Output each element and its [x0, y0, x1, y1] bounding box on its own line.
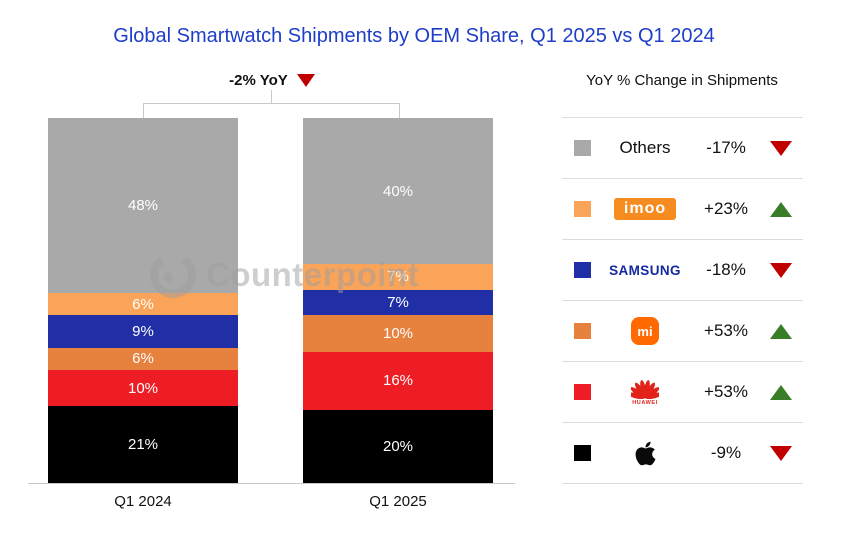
samsung-swatch	[574, 262, 591, 278]
bracket-left-tick	[143, 104, 144, 118]
segment-value-label: 9%	[132, 323, 154, 340]
bar-segment-huawei-q1-2025: 16%	[303, 351, 493, 410]
bar-segment-samsung-q1-2025: 7%	[303, 289, 493, 316]
chart-title: Global Smartwatch Shipments by OEM Share…	[113, 25, 715, 47]
bar-segment-samsung-q1-2024: 9%	[48, 315, 238, 348]
segment-value-label: 6%	[132, 295, 154, 313]
x-axis-line	[28, 483, 515, 484]
legend-row-samsung: SAMSUNG -18%	[562, 240, 803, 301]
legend-row-imoo: imoo +23%	[562, 179, 803, 240]
segment-value-label: 10%	[382, 324, 414, 342]
others-change-value: -17%	[706, 138, 746, 157]
segment-value-label: 7%	[387, 293, 409, 311]
xiaomi-change-value: +53%	[704, 321, 748, 340]
samsung-down-triangle-icon	[769, 262, 792, 278]
samsung-change-value: -18%	[706, 260, 746, 279]
total-yoy-annotation: -2% YoY	[142, 72, 402, 89]
segment-value-label: 40%	[382, 182, 414, 200]
others-down-triangle-icon	[769, 140, 792, 156]
xiaomi-up-triangle-icon	[769, 323, 792, 339]
apple-logo-icon	[635, 441, 655, 465]
legend-row-xiaomi: mi +53%	[562, 301, 803, 362]
apple-swatch	[574, 445, 591, 461]
total-yoy-text: -2% YoY	[229, 72, 288, 89]
segment-value-label: 16%	[382, 372, 414, 390]
bar-segment-others-q1-2024: 48%	[48, 118, 238, 294]
huawei-swatch	[574, 384, 591, 400]
samsung-logo: SAMSUNG	[609, 262, 681, 278]
category-label-q1-2025: Q1 2025	[369, 493, 427, 510]
legend-row-others: Others -17%	[562, 118, 803, 179]
category-label-q1-2024: Q1 2024	[114, 493, 172, 510]
imoo-swatch	[574, 201, 591, 217]
imoo-logo: imoo	[614, 198, 676, 220]
bar-segment-apple-q1-2025: 20%	[303, 409, 493, 483]
bar-segment-xiaomi-q1-2025: 10%	[303, 315, 493, 352]
legend-panel: Others -17% imoo +23% SAMSUNG -18% mi +5…	[562, 117, 803, 484]
segment-value-label: 48%	[127, 197, 159, 215]
bar-q1-2025: 40% 7% 7% 10% 16% 20%	[303, 118, 493, 483]
legend-row-huawei: HUAWEI +53%	[562, 362, 803, 423]
imoo-up-triangle-icon	[769, 201, 792, 217]
segment-value-label: 10%	[127, 379, 159, 397]
apple-change-value: -9%	[710, 443, 742, 462]
segment-value-label: 7%	[387, 268, 409, 286]
bar-segment-huawei-q1-2024: 10%	[48, 369, 238, 407]
bar-segment-imoo-q1-2024: 6%	[48, 293, 238, 316]
bar-segment-others-q1-2025: 40%	[303, 118, 493, 264]
segment-value-label: 21%	[127, 436, 159, 454]
xiaomi-swatch	[574, 323, 591, 339]
xiaomi-logo: mi	[631, 317, 659, 345]
imoo-change-value: +23%	[704, 199, 748, 218]
apple-down-triangle-icon	[769, 445, 792, 461]
bracket-stem-line	[271, 90, 272, 103]
legend-row-apple: -9%	[562, 423, 803, 484]
bar-segment-apple-q1-2024: 21%	[48, 406, 238, 483]
bar-q1-2024: 48% 6% 9% 6% 10% 21%	[48, 118, 238, 483]
others-swatch	[574, 140, 591, 156]
huawei-change-value: +53%	[704, 382, 748, 401]
segment-value-label: 6%	[132, 350, 154, 368]
bracket-horizontal-line	[143, 103, 400, 104]
bar-segment-xiaomi-q1-2024: 6%	[48, 347, 238, 370]
bar-segment-imoo-q1-2025: 7%	[303, 264, 493, 290]
bracket-right-tick	[399, 104, 400, 118]
huawei-up-triangle-icon	[769, 384, 792, 400]
segment-value-label: 20%	[382, 437, 414, 455]
yoy-down-triangle-icon	[296, 74, 315, 87]
huawei-wordmark: HUAWEI	[632, 399, 658, 406]
legend-title: YoY % Change in Shipments	[586, 72, 778, 89]
others-label: Others	[619, 138, 671, 157]
huawei-flower-icon	[631, 379, 659, 399]
huawei-logo: HUAWEI	[631, 379, 659, 406]
